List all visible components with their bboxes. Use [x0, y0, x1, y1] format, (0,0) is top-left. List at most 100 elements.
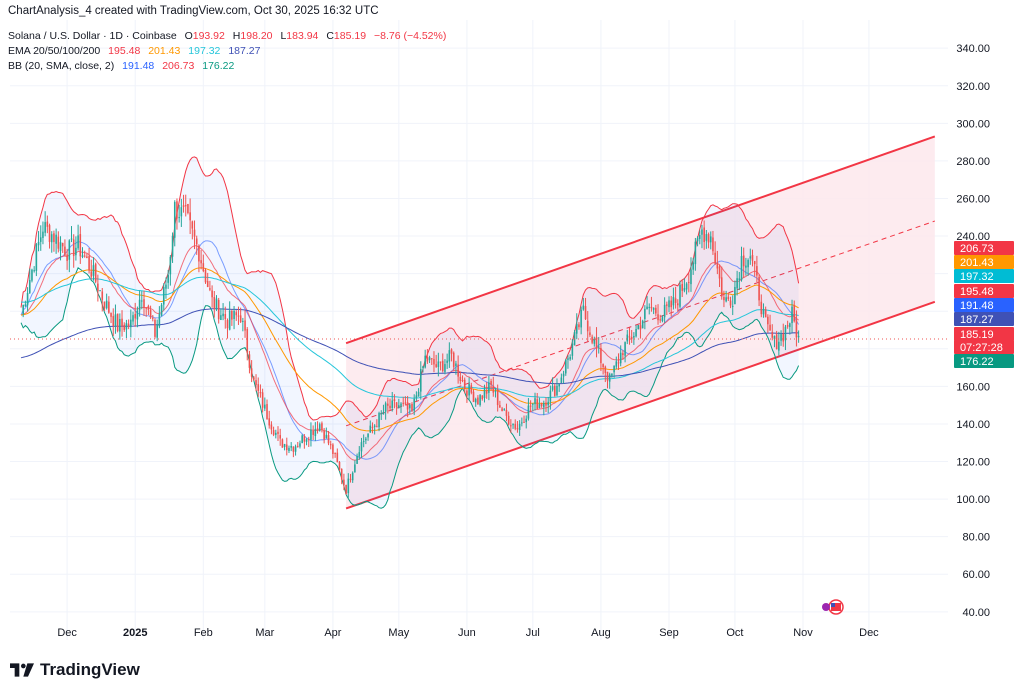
candle-body — [485, 390, 488, 394]
candle-body — [351, 472, 354, 481]
us-flag-event-icon[interactable] — [822, 599, 844, 615]
candle-body — [123, 324, 126, 331]
candle-body — [415, 395, 418, 398]
candle-body — [64, 246, 66, 256]
candle-body — [369, 425, 372, 433]
candle-body — [53, 233, 55, 243]
candle-body — [452, 352, 455, 367]
candle-body — [22, 304, 24, 315]
tradingview-logo[interactable]: TradingView — [10, 660, 140, 680]
candle-body — [549, 390, 552, 402]
candle-body — [198, 245, 200, 262]
candle-body — [571, 343, 574, 356]
candle-body — [775, 334, 778, 350]
ema-lines — [20, 245, 799, 461]
candle-body — [608, 374, 611, 382]
candle-body — [510, 425, 512, 427]
x-tick-label: Apr — [324, 627, 341, 639]
bb-upper-value: 206.73 — [162, 60, 195, 72]
candle-body — [288, 447, 290, 451]
ema-label: EMA 20/50/100/200 — [8, 45, 101, 57]
candle-body — [105, 300, 108, 309]
candle-body — [316, 428, 319, 431]
candle-body — [239, 315, 242, 322]
candle-body — [582, 305, 585, 310]
time-axis: Dec 2025 Feb Mar Apr May Jun Jul Aug Sep Oct Nov Dec — [57, 627, 879, 639]
symbol-legend[interactable]: Solana / U.S. Dollar · 1D · Coinbase O19… — [8, 30, 451, 42]
candle-body — [165, 284, 167, 289]
candle-body — [696, 237, 699, 242]
candle-body — [780, 334, 782, 341]
candle-body — [94, 263, 97, 282]
candle-body — [35, 244, 38, 271]
price-tag-box — [954, 340, 1014, 354]
candle-body — [547, 401, 549, 406]
candle-body — [141, 300, 143, 302]
candle-body — [42, 231, 44, 238]
candle-body — [413, 398, 415, 411]
price-tag-value: 191.48 — [960, 300, 994, 312]
candle-body — [97, 283, 99, 292]
candle-body — [28, 280, 31, 293]
candle-body — [231, 310, 233, 320]
candle-body — [591, 336, 593, 343]
candle-body — [483, 389, 486, 399]
candlesticks — [10, 194, 948, 498]
candle-body — [371, 426, 374, 428]
price-tag-box — [954, 298, 1014, 312]
candle-body — [481, 395, 484, 400]
bb-label: BB (20, SMA, close, 2) — [8, 60, 115, 72]
candle-body — [70, 238, 73, 240]
price-tag-value: 197.32 — [960, 271, 994, 283]
candle-body — [248, 354, 251, 368]
candle-body — [604, 366, 607, 373]
candle-body — [707, 234, 710, 243]
candle-body — [580, 309, 582, 328]
candle-body — [503, 409, 506, 411]
candle-body — [365, 438, 367, 441]
candle-body — [685, 283, 688, 290]
candle-body — [624, 342, 626, 356]
candle-body — [532, 403, 534, 405]
candle-body — [455, 363, 457, 367]
candle-body — [479, 395, 481, 406]
x-tick-label: Feb — [194, 627, 213, 639]
candle-body — [255, 380, 257, 385]
bb-lower-line — [20, 267, 800, 509]
price-tag-box — [954, 327, 1014, 341]
price-tag-box — [954, 269, 1014, 283]
candle-body — [446, 360, 448, 363]
candle-body — [767, 316, 769, 325]
candle-body — [562, 373, 565, 377]
bb-legend[interactable]: BB (20, SMA, close, 2) 191.48 206.73 176… — [8, 60, 239, 72]
candle-body — [173, 202, 176, 238]
candle-body — [433, 359, 435, 365]
bb-fill — [21, 156, 799, 509]
candle-body — [784, 326, 787, 341]
price-tag-value: 195.48 — [960, 286, 994, 298]
candle-body — [789, 323, 791, 328]
symbol-name: Solana / U.S. Dollar · 1D · Coinbase — [8, 30, 177, 42]
price-tags: 206.73 201.43 197.32 195.48 191.48 187.27 185.… — [954, 241, 1014, 368]
candle-body — [404, 402, 407, 404]
candle-body — [652, 307, 655, 310]
candle-body — [277, 431, 279, 434]
candle-body — [543, 402, 545, 408]
candle-body — [742, 255, 745, 267]
y-tick-label: 100.00 — [956, 494, 990, 506]
bb-upper-line — [20, 156, 800, 421]
ema-legend[interactable]: EMA 20/50/100/200 195.48 201.43 197.32 1… — [8, 45, 265, 57]
candle-body — [325, 434, 328, 439]
candle-body — [112, 316, 115, 326]
candle-body — [395, 402, 398, 407]
candle-body — [310, 429, 312, 440]
candle-body — [143, 299, 145, 309]
candle-body — [48, 225, 51, 242]
candle-body — [477, 397, 479, 405]
candle-body — [635, 328, 637, 337]
candle-body — [132, 315, 134, 322]
candle-body — [224, 314, 227, 320]
candle-body — [387, 403, 389, 406]
ema20-value: 195.48 — [108, 45, 141, 57]
